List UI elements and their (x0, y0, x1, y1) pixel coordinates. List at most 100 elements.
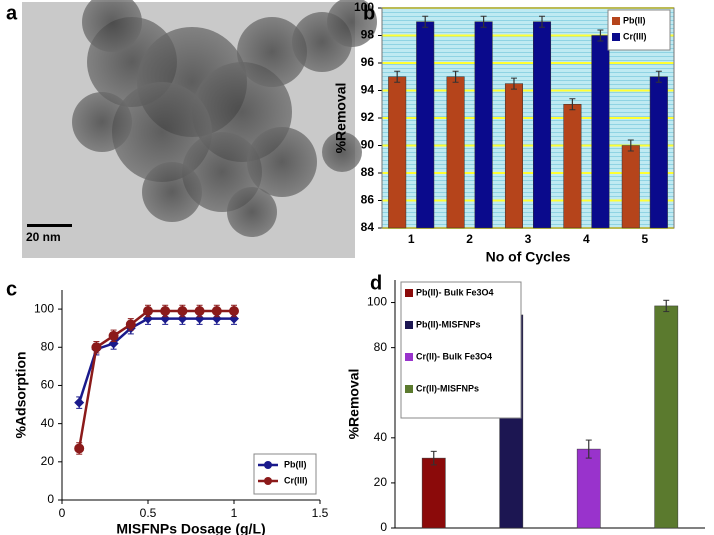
marker (160, 306, 171, 316)
y-tick-label: 94 (361, 83, 375, 97)
x-axis-label: MISFNPs Dosage (g/L) (116, 521, 265, 535)
bar (591, 35, 610, 229)
marker (229, 306, 239, 316)
y-tick-label: 40 (41, 416, 55, 430)
marker (108, 330, 119, 341)
scale-bar (27, 224, 72, 227)
x-tick-label: 3 (525, 232, 532, 246)
y-tick-label: 92 (361, 110, 375, 124)
marker (108, 338, 119, 349)
particle (237, 17, 307, 87)
marker (194, 306, 205, 316)
particle (322, 132, 362, 172)
x-tick-label: 1 (231, 506, 238, 520)
x-axis-label: No of Cycles (486, 249, 571, 265)
y-tick-label: 84 (361, 220, 375, 234)
y-tick-label: 40 (374, 430, 388, 444)
marker (125, 319, 136, 330)
series-line (77, 309, 234, 449)
legend-swatch (405, 289, 413, 297)
y-tick-label: 96 (361, 55, 375, 69)
legend-label: Cr(II)-MISFNPs (416, 383, 479, 393)
particle (227, 187, 277, 237)
x-tick-label: 0.5 (140, 506, 157, 520)
x-tick-label: 0 (59, 506, 66, 520)
y-tick-label: 90 (361, 138, 375, 152)
x-tick-label: 4 (583, 232, 590, 246)
y-axis-label: %Removal (346, 369, 362, 440)
x-tick-label: 1.5 (312, 506, 329, 520)
legend-swatch (612, 33, 620, 41)
bar (504, 83, 523, 229)
marker (177, 313, 188, 324)
particle (142, 162, 202, 222)
bar (416, 21, 435, 229)
plot-frame (381, 7, 675, 229)
legend-box (253, 453, 317, 495)
marker (160, 313, 171, 324)
y-tick-label: 100 (354, 0, 374, 14)
panel-label: d (370, 272, 382, 294)
particle (72, 92, 132, 152)
bar (533, 21, 552, 229)
legend-swatch (405, 353, 413, 361)
marker (194, 313, 205, 324)
y-tick-label: 0 (47, 492, 54, 506)
marker (74, 443, 85, 454)
bar (474, 21, 493, 229)
legend-label: Cr(II)- Bulk Fe3O4 (416, 351, 492, 361)
legend-label: Pb(II)- Bulk Fe3O4 (416, 287, 494, 297)
x-tick-label: 5 (641, 232, 648, 246)
bar (649, 76, 668, 229)
y-tick-label: 98 (361, 28, 375, 42)
bar (446, 76, 465, 229)
y-axis-label: %Adsorption (13, 351, 29, 438)
legend-marker (264, 461, 272, 469)
marker (177, 306, 188, 316)
panel-label: c (6, 278, 17, 300)
y-tick-label: 80 (41, 339, 55, 353)
particles (72, 0, 377, 237)
legend-swatch (405, 385, 413, 393)
legend-label: Cr(III) (623, 31, 647, 41)
marker (211, 313, 222, 324)
particle (247, 127, 317, 197)
y-tick-label: 80 (374, 340, 388, 354)
bar (563, 104, 582, 229)
legend-box (400, 281, 522, 419)
panel-label: b (363, 2, 375, 24)
legend-label: Cr(III) (284, 475, 308, 485)
y-tick-label: 20 (41, 454, 55, 468)
particle (82, 0, 142, 52)
marker (143, 313, 153, 324)
particle (327, 0, 377, 47)
y-axis-label: %Removal (333, 83, 349, 154)
legend-swatch (612, 17, 620, 25)
marker (211, 306, 222, 316)
y-tick-label: 100 (34, 301, 54, 315)
marker (143, 306, 153, 316)
legend-label: Pb(II) (623, 15, 646, 25)
marker (74, 397, 85, 408)
series-line (78, 317, 234, 404)
bar (576, 448, 601, 529)
legend-label: Pb(II) (284, 459, 307, 469)
bar (621, 145, 640, 229)
legend-label: Pb(II)-MISFNPs (416, 319, 481, 329)
bar (654, 305, 679, 529)
marker (229, 313, 239, 324)
x-tick-label: 2 (466, 232, 473, 246)
y-tick-label: 86 (361, 193, 375, 207)
y-tick-label: 60 (41, 378, 55, 392)
x-tick-label: 1 (408, 232, 415, 246)
bar (421, 457, 446, 529)
legend-marker (264, 477, 272, 485)
y-tick-label: 88 (361, 165, 375, 179)
y-tick-label: 20 (374, 475, 388, 489)
legend-box (607, 9, 671, 51)
marker (91, 342, 102, 353)
legend-swatch (405, 321, 413, 329)
bar (388, 76, 407, 229)
